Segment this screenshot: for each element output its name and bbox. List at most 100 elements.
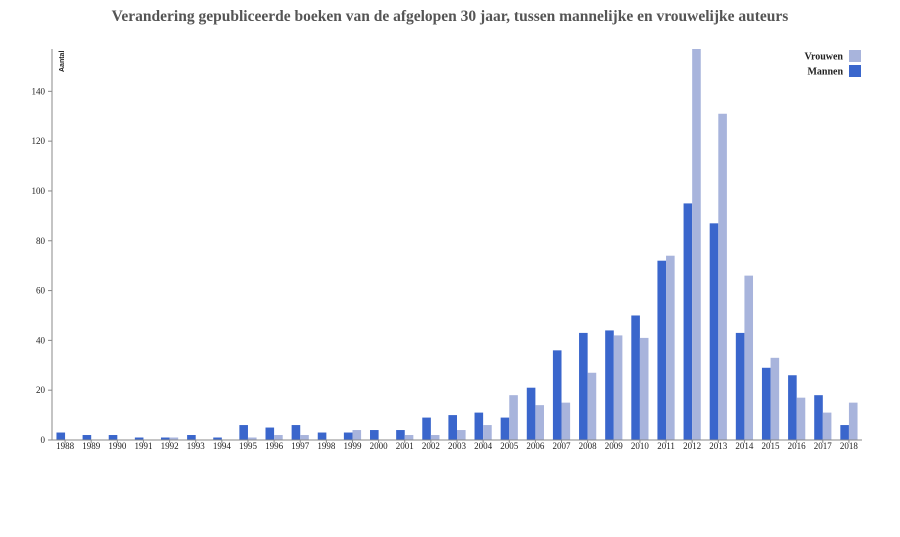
legend-swatch-vrouwen xyxy=(849,50,861,62)
plot-area: 0 20 40 60 80 100 120 140 1988 1989 1990 1991 1992 19… xyxy=(32,49,859,451)
bar-mannen-2009 xyxy=(605,330,614,440)
bar-vrouwen-2015 xyxy=(770,357,780,440)
legend: Vrouwen Mannen xyxy=(804,50,861,78)
bar-mannen-2016 xyxy=(788,375,797,440)
bar-mannen-1992 xyxy=(160,437,170,440)
x-tick-label: 2006 xyxy=(526,441,545,451)
bar-vrouwen-1999 xyxy=(352,430,362,440)
x-tick-label: 2010 xyxy=(631,441,650,451)
bar-mannen-2004 xyxy=(474,412,484,440)
x-tick-label: 1999 xyxy=(343,441,362,451)
bar-mannen-2013 xyxy=(709,223,719,440)
bar-mannen-1993 xyxy=(187,435,196,440)
bar-mannen-2018 xyxy=(840,425,849,440)
x-tick-label: 1991 xyxy=(134,441,152,451)
x-tick-label: 1994 xyxy=(213,441,232,451)
x-tick-label: 2018 xyxy=(840,441,859,451)
x-tick-label: 2003 xyxy=(448,441,467,451)
bar-vrouwen-1996 xyxy=(274,435,283,440)
bar-mannen-2012 xyxy=(683,203,693,440)
bar-mannen-2017 xyxy=(814,395,823,440)
x-tick-label: 1989 xyxy=(82,441,101,451)
x-tick-label: 2001 xyxy=(396,441,414,451)
x-tick-label: 1990 xyxy=(108,441,127,451)
bar-mannen-1989 xyxy=(82,435,92,440)
bar-mannen-2014 xyxy=(735,332,745,440)
bar-vrouwen-2007 xyxy=(561,402,571,440)
x-tick-label: 2005 xyxy=(500,441,519,451)
bar-vrouwen-1995 xyxy=(247,437,257,440)
legend-label-mannen: Mannen xyxy=(807,67,843,78)
bar-vrouwen-2011 xyxy=(666,255,675,440)
bar-mannen-2003 xyxy=(448,415,457,440)
bar-mannen-2008 xyxy=(579,332,588,440)
bar-vrouwen-2018 xyxy=(848,402,858,440)
x-tick-label: 2004 xyxy=(474,441,493,451)
bar-mannen-1999 xyxy=(343,432,353,440)
bar-vrouwen-2002 xyxy=(430,435,440,440)
bar-mannen-2011 xyxy=(657,260,667,440)
bar-vrouwen-2013 xyxy=(718,113,727,441)
bar-mannen-1988 xyxy=(56,432,66,440)
bar-vrouwen-2005 xyxy=(509,395,518,440)
x-tick-label: 2000 xyxy=(370,441,389,451)
x-tick-label: 2002 xyxy=(422,441,440,451)
x-tick-label: 2014 xyxy=(735,441,754,451)
bar-mannen-1996 xyxy=(265,427,275,440)
bar-mannen-2005 xyxy=(500,417,510,440)
y-tick-label: 20 xyxy=(36,385,46,395)
bar-vrouwen-1992 xyxy=(169,437,179,440)
bar-vrouwen-2009 xyxy=(613,335,623,440)
bar-mannen-2015 xyxy=(761,367,771,440)
legend-swatch-mannen xyxy=(849,65,861,77)
x-tick-label: 1998 xyxy=(317,441,336,451)
bar-vrouwen-2017 xyxy=(822,412,832,440)
x-tick-label: 1993 xyxy=(187,441,206,451)
x-tick-label: 1995 xyxy=(239,441,258,451)
x-tick-label: 1996 xyxy=(265,441,284,451)
bar-vrouwen-2014 xyxy=(744,275,754,440)
bar-mannen-1994 xyxy=(213,437,222,440)
bar-mannen-2001 xyxy=(396,430,405,440)
bar-vrouwen-2001 xyxy=(404,435,414,440)
y-tick-label: 0 xyxy=(41,435,46,445)
y-tick-label: 40 xyxy=(36,335,46,345)
bar-mannen-2006 xyxy=(526,387,536,440)
bar-vrouwen-2012 xyxy=(692,49,701,440)
x-tick-label: 2012 xyxy=(683,441,701,451)
bar-mannen-1995 xyxy=(239,425,248,440)
bar-vrouwen-2008 xyxy=(587,372,597,440)
bar-mannen-2002 xyxy=(422,417,431,440)
bar-vrouwen-2004 xyxy=(483,425,492,440)
x-tick-label: 2015 xyxy=(762,441,781,451)
legend-label-vrouwen: Vrouwen xyxy=(804,52,843,63)
y-tick-label: 80 xyxy=(36,236,46,246)
x-tick-label: 1997 xyxy=(291,441,310,451)
x-tick-label: 2017 xyxy=(814,441,833,451)
y-axis-title: Aantal xyxy=(59,51,66,72)
bar-mannen-2000 xyxy=(370,430,379,440)
x-tick-label: 2013 xyxy=(709,441,728,451)
x-tick-label: 2011 xyxy=(657,441,675,451)
y-tick-label: 100 xyxy=(32,186,46,196)
x-tick-label: 1988 xyxy=(56,441,75,451)
bar-vrouwen-2003 xyxy=(457,430,466,440)
x-tick-label: 1992 xyxy=(161,441,179,451)
x-tick-label: 2009 xyxy=(605,441,624,451)
y-tick-label: 120 xyxy=(32,136,46,146)
y-tick-label: 140 xyxy=(32,86,46,96)
bar-mannen-1998 xyxy=(317,432,327,440)
bar-mannen-2010 xyxy=(631,315,640,440)
y-tick-label: 60 xyxy=(36,286,46,296)
bar-vrouwen-2010 xyxy=(639,337,649,440)
bar-vrouwen-2006 xyxy=(535,405,544,440)
x-tick-label: 2007 xyxy=(553,441,572,451)
bar-mannen-1997 xyxy=(291,425,301,440)
x-tick-label: 2008 xyxy=(579,441,598,451)
chart-title: Verandering gepubliceerde boeken van de … xyxy=(111,8,789,25)
bar-mannen-1990 xyxy=(108,435,118,440)
bar-mannen-1991 xyxy=(134,437,144,440)
bar-vrouwen-2016 xyxy=(796,397,806,440)
bar-vrouwen-1997 xyxy=(300,435,309,440)
